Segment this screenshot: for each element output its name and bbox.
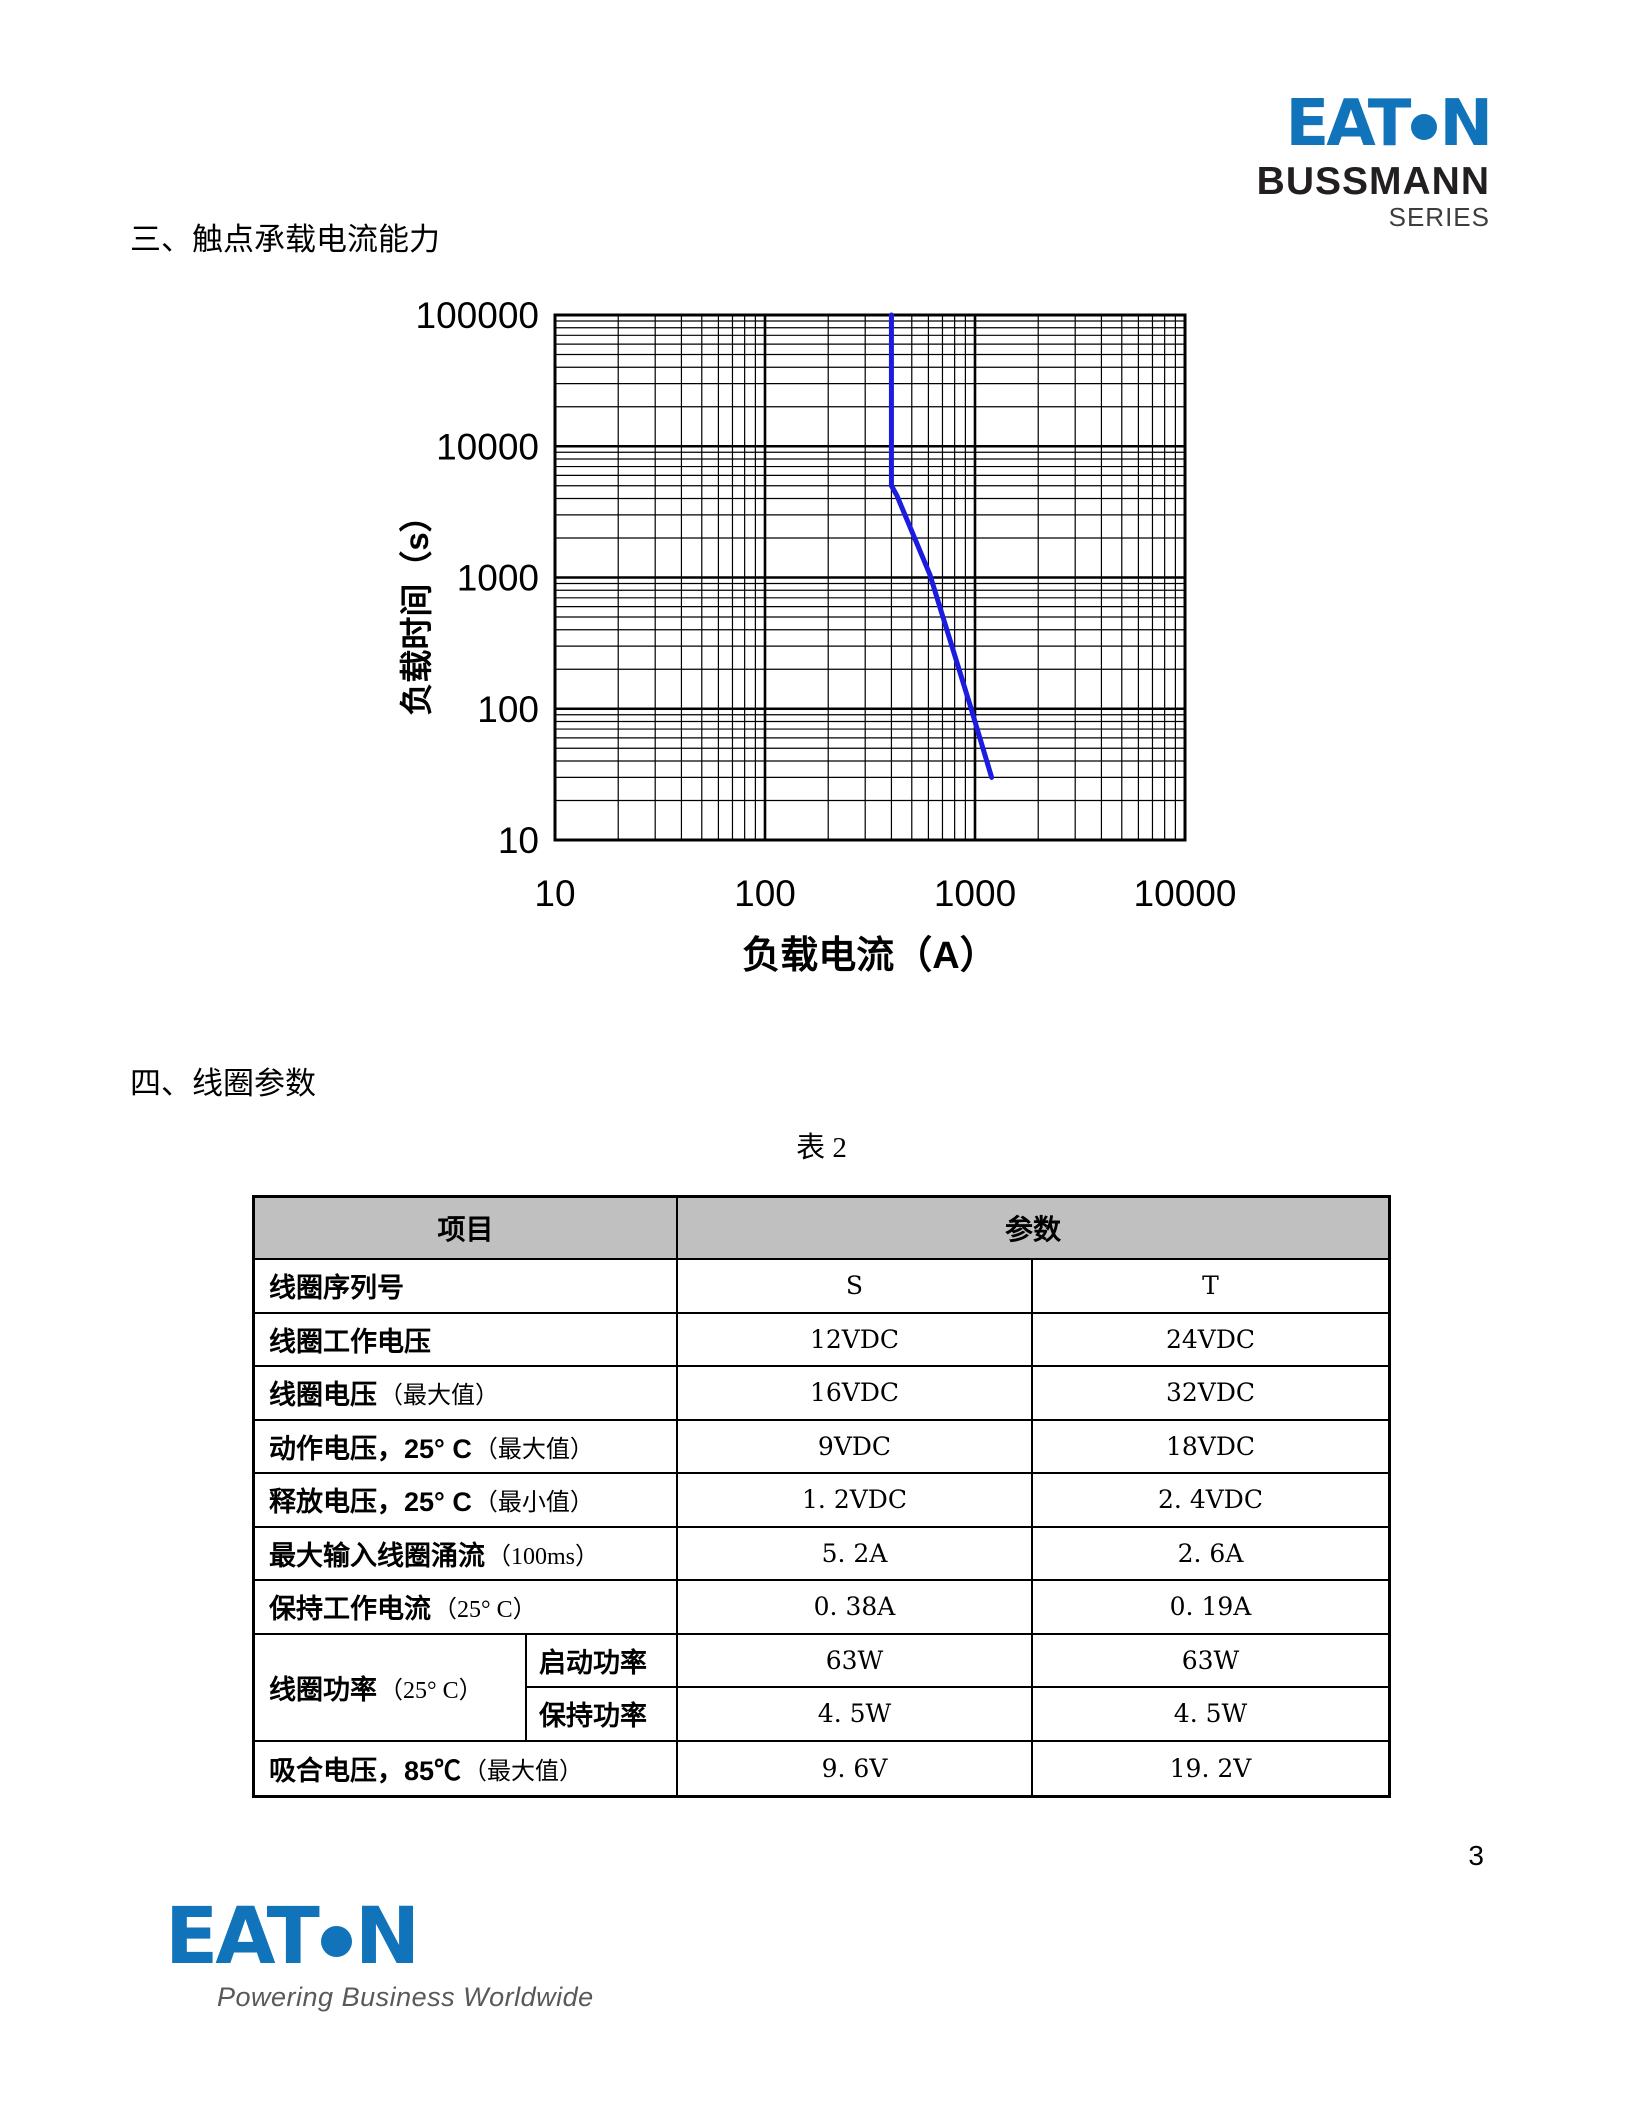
y-axis-tick-label: 100000 xyxy=(416,295,539,336)
row-label-text: 保持工作电流 xyxy=(269,1594,431,1625)
eaton-footer-brand-block: EAT N Powering Business Worldwide xyxy=(165,1898,594,2013)
row-label-text: 动作电压，25° C xyxy=(269,1433,472,1464)
section-title-contact-current: 三、触点承载电流能力 xyxy=(130,222,440,257)
y-axis-tick-label: 10 xyxy=(498,820,539,861)
x-axis-title: 负载电流（A） xyxy=(742,935,997,977)
eaton-footer-logo-text-pre: EAT xyxy=(165,1892,320,1982)
table-header-params: 参数 xyxy=(678,1198,1388,1260)
eaton-footer-logo-dot-icon xyxy=(320,1925,352,1957)
table-row-label: 线圈电压 （最大值） xyxy=(255,1367,678,1421)
x-axis-tick-label: 1000 xyxy=(934,873,1016,914)
eaton-bussmann-brand-block: EAT N BUSSMANN SERIES xyxy=(1256,87,1493,232)
table-cell-t: 19. 2V xyxy=(1169,1753,1252,1783)
table-cell-t: 63W xyxy=(1033,1635,1388,1688)
eaton-tagline: Powering Business Worldwide xyxy=(217,1982,594,2012)
table-cell-s: 12VDC xyxy=(678,1313,1033,1367)
table-header-item: 项目 xyxy=(255,1198,678,1260)
y-axis-tick-label: 1000 xyxy=(457,558,539,599)
table-cell-s: 1. 2VDC xyxy=(678,1474,1033,1528)
row-label-text: 线圈功率 xyxy=(269,1674,377,1705)
table-subrow-label: 保持功率 xyxy=(527,1688,678,1742)
table-cell-t: T xyxy=(1033,1260,1388,1314)
table-cell-s: 4. 5W xyxy=(678,1688,1033,1742)
row-label-note: （最大值） xyxy=(379,1383,499,1410)
table-caption: 表 2 xyxy=(796,1132,847,1164)
table-row-label: 吸合电压，85℃ （最大值） xyxy=(255,1741,678,1795)
row-label-text: 释放电压，25° C xyxy=(269,1487,472,1518)
table-row-label: 释放电压，25° C （最小值） xyxy=(255,1474,678,1528)
row-label-text: 吸合电压，85℃ xyxy=(269,1755,462,1786)
row-label-note: （25° C） xyxy=(433,1597,537,1624)
y-axis-title: 负载时间（s） xyxy=(398,499,435,715)
row-label-text: 线圈电压 xyxy=(269,1380,377,1411)
y-axis-tick-label: 10000 xyxy=(436,426,539,467)
x-axis-tick-label: 10 xyxy=(534,873,575,914)
table-cell-t: 4. 5W xyxy=(1033,1688,1388,1742)
table-cell-t: 2. 6A xyxy=(1033,1528,1388,1581)
y-axis-tick-label: 100 xyxy=(477,689,539,730)
table-cell-s: 9. 6V xyxy=(678,1741,1033,1795)
eaton-logo: EAT N xyxy=(1285,87,1493,161)
table-row-label: 线圈序列号 xyxy=(255,1260,678,1314)
table-cell-t: 32VDC xyxy=(1033,1367,1388,1421)
table-cell-t: 0. 19A xyxy=(1033,1581,1388,1635)
bussmann-wordmark: BUSSMANN xyxy=(1256,160,1490,203)
table-cell-s: 5. 2A xyxy=(678,1527,1033,1581)
table-row-label: 动作电压，25° C （最大值） xyxy=(255,1420,678,1474)
chart-svg: 10 100 1000 10000 10 100 1000 10000 100000 负载电流（A… xyxy=(398,295,1237,977)
row-label-note: （最小值） xyxy=(473,1490,594,1517)
x-axis-tick-label: 10000 xyxy=(1134,873,1237,914)
table-cell-s: 9VDC xyxy=(678,1420,1033,1474)
table-row-label: 保持工作电流 （25° C） xyxy=(255,1581,678,1635)
row-label-note: （25° C） xyxy=(379,1677,483,1704)
eaton-logo-dot-icon xyxy=(1411,114,1438,140)
x-axis-tick-label: 100 xyxy=(734,873,796,914)
load-current-time-chart: 10 100 1000 10000 10 100 1000 10000 100000 负载电流（A… xyxy=(375,283,1255,1003)
eaton-footer-logo: EAT N xyxy=(165,1898,594,1976)
table-cell-t: 18VDC xyxy=(1033,1421,1388,1474)
row-label-note: （100ms） xyxy=(487,1543,600,1570)
eaton-logo-text-pre: EAT xyxy=(1285,87,1412,161)
chart-major-gridlines xyxy=(555,315,1185,840)
table-cell-t: 2. 4VDC xyxy=(1033,1474,1388,1528)
row-label-note: （最大值） xyxy=(473,1436,594,1463)
row-label-note: （最大值） xyxy=(463,1758,584,1785)
row-label-text: 线圈序列号 xyxy=(269,1273,404,1304)
table-row-label-coil-power: 线圈功率 （25° C） xyxy=(255,1634,527,1742)
table-cell-s: 0. 38A xyxy=(678,1581,1033,1635)
table-row-label: 线圈工作电压 xyxy=(255,1313,678,1367)
table-cell-t: 24VDC xyxy=(1033,1314,1388,1367)
table-cell-s: 16VDC xyxy=(678,1367,1033,1421)
eaton-footer-logo-text-post: N xyxy=(354,1892,420,1982)
coil-parameter-table: 项目 参数 线圈序列号 S T 线圈工作电压 12VDC 24VDC 线圈电压 （最大值） 16VD… xyxy=(252,1195,1391,1798)
load-time-curve xyxy=(888,312,995,780)
section-title-coil-params: 四、线圈参数 xyxy=(130,1066,316,1101)
row-label-text: 线圈工作电压 xyxy=(269,1326,431,1357)
series-wordmark: SERIES xyxy=(1388,202,1490,232)
table-cell-s: 63W xyxy=(678,1634,1033,1688)
eaton-logo-text-post: N xyxy=(1439,87,1493,161)
row-label-text: 最大输入线圈涌流 xyxy=(269,1540,485,1571)
page-number: 3 xyxy=(1468,1840,1484,1871)
chart-plot-border xyxy=(553,313,1187,842)
table-subrow-label: 启动功率 xyxy=(527,1634,678,1688)
table-row-label: 最大输入线圈涌流 （100ms） xyxy=(255,1527,678,1581)
table-cell-s: S xyxy=(678,1260,1033,1314)
